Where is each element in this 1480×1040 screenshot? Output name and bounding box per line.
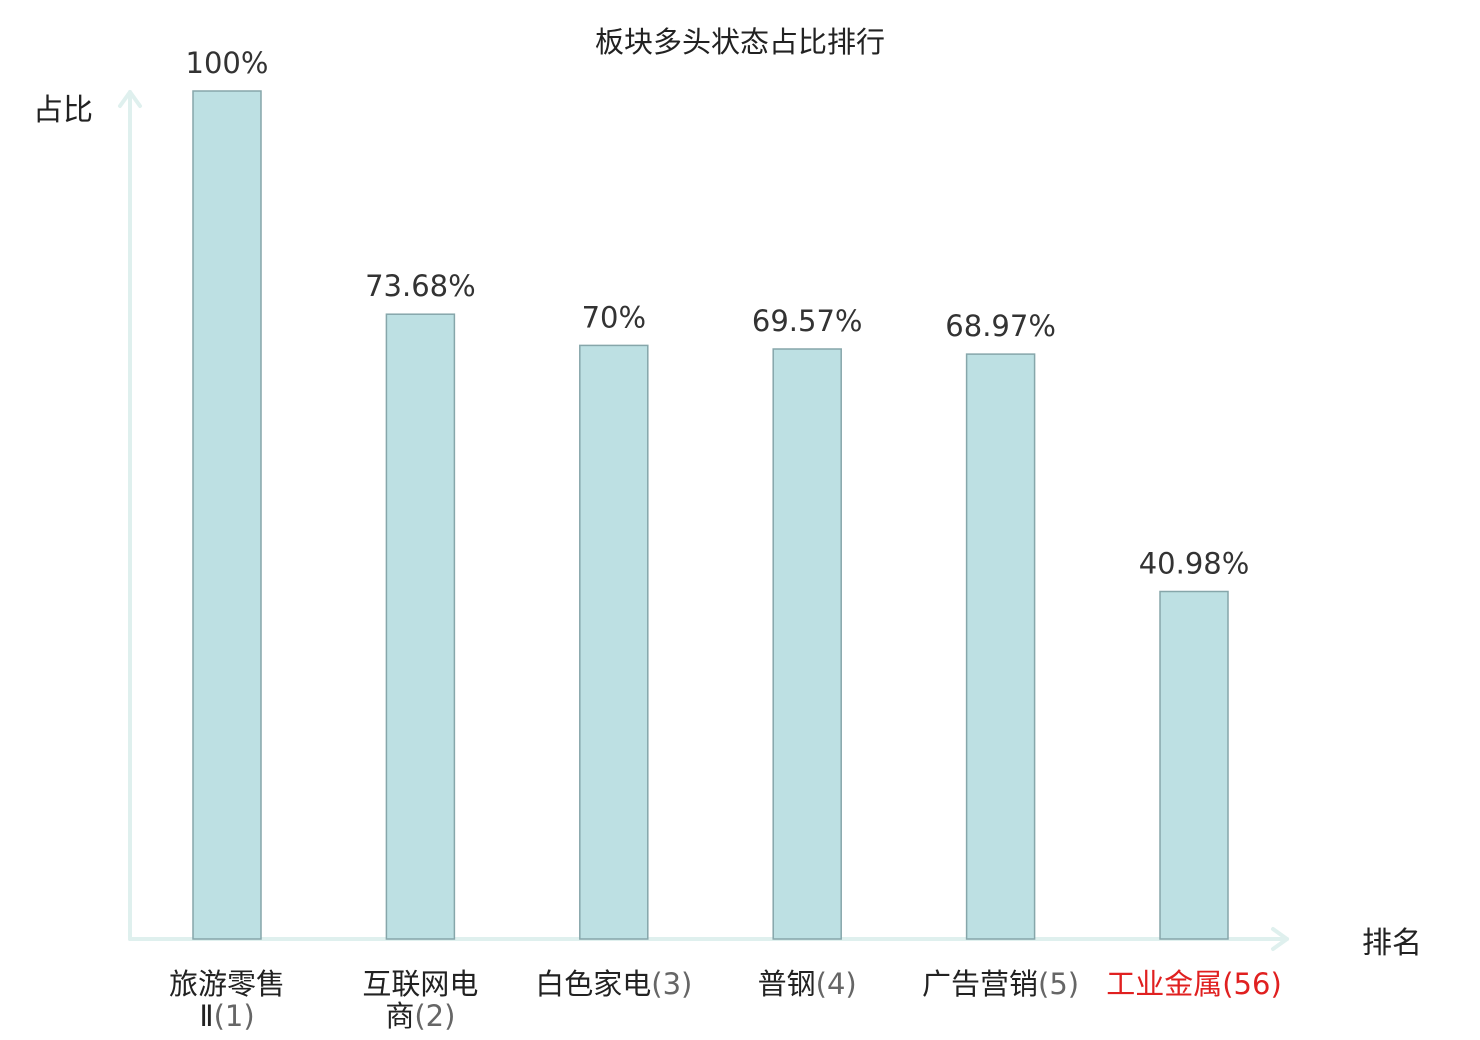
category-label: 普钢(4) xyxy=(758,967,857,1001)
bar-value-label: 68.97% xyxy=(945,309,1056,343)
bar xyxy=(772,348,842,940)
x-axis-label: 排名 xyxy=(1362,926,1422,961)
bar xyxy=(965,353,1036,940)
category-label: 广告营销(5) xyxy=(922,967,1079,1001)
bar xyxy=(385,313,456,940)
value-labels: 100% 73.68% 70% 69.57% 68.97% 40.98% xyxy=(186,46,1250,581)
bar-value-label: 73.68% xyxy=(365,269,476,303)
category-label: 工业金属(56) xyxy=(1106,967,1282,1001)
bar xyxy=(579,344,649,940)
category-labels: 旅游零售 Ⅱ(1) 互联网电商(2) 白色家电(3) 普钢(4) 广告营销(5) 工业金属(… xyxy=(169,967,1282,1033)
bar-value-label: 40.98% xyxy=(1139,547,1250,581)
bar xyxy=(192,90,262,940)
bar-value-label: 69.57% xyxy=(752,304,863,338)
y-axis-label: 占比 xyxy=(33,93,93,128)
chart-title: 板块多头状态占比排行 xyxy=(595,25,885,59)
x-axis-arrow xyxy=(1271,927,1289,951)
category-label: 旅游零售 Ⅱ(1) xyxy=(169,967,285,1033)
bars xyxy=(192,90,1229,940)
category-label: 白色家电(3) xyxy=(535,967,692,1001)
category-label: 互联网电商(2) xyxy=(362,967,478,1033)
y-axis-arrow xyxy=(118,90,142,108)
bar-value-label: 70% xyxy=(582,300,646,334)
bar xyxy=(1159,590,1229,940)
axes xyxy=(118,90,1289,951)
bar-value-label: 100% xyxy=(186,46,269,80)
